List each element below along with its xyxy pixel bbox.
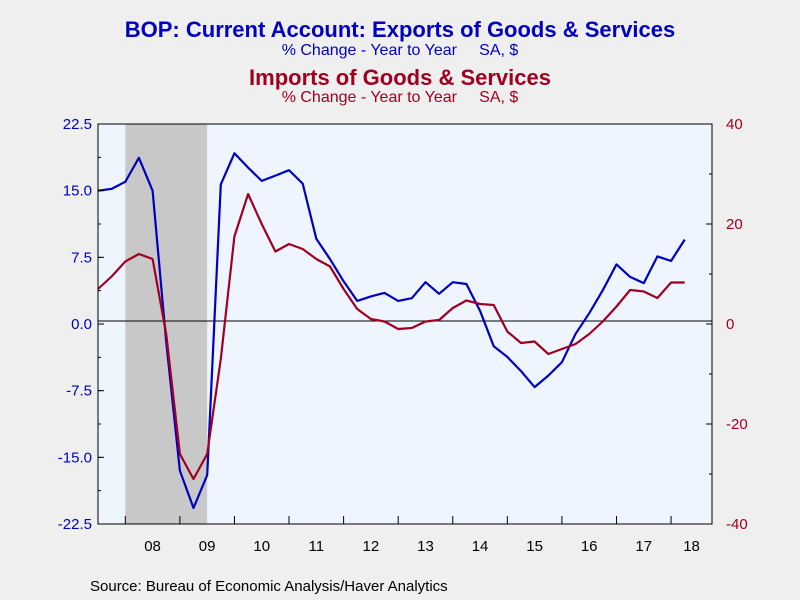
y-left-tick-label: 22.5 — [63, 116, 92, 133]
chart-title-2: Imports of Goods & Services — [249, 65, 551, 90]
y-right-tick-label: 0 — [726, 316, 734, 333]
chart-title: BOP: Current Account: Exports of Goods &… — [124, 17, 676, 42]
x-tick-label: 12 — [363, 538, 380, 555]
y-right-tick-label: -40 — [726, 516, 748, 533]
y-left-tick-label: -22.5 — [58, 516, 92, 533]
x-tick-label: 10 — [253, 538, 270, 555]
x-tick-label: 13 — [417, 538, 434, 555]
x-tick-label: 09 — [199, 538, 216, 555]
y-left-tick-label: -7.5 — [66, 383, 92, 400]
source-note: Source: Bureau of Economic Analysis/Have… — [90, 578, 448, 595]
exports-series-line — [97, 152, 686, 510]
chart-subtitle: % Change - Year to Year SA, $ — [281, 42, 519, 59]
x-tick-label: 18 — [683, 538, 700, 555]
chart-subtitle-2: % Change - Year to Year SA, $ — [281, 89, 519, 106]
x-tick-label: 16 — [581, 538, 598, 555]
y-right-tick-label: 20 — [726, 216, 743, 233]
y-left-tick-label: 0.0 — [71, 316, 92, 333]
recession-shade — [125, 124, 208, 524]
y-right-tick-label: 40 — [726, 116, 743, 133]
x-tick-label: 08 — [144, 538, 161, 555]
x-tick-label: 14 — [472, 538, 489, 555]
y-left-tick-label: 15.0 — [63, 183, 92, 200]
y-right-tick-label: -20 — [726, 416, 748, 433]
y-left-tick-label: 7.5 — [71, 249, 92, 266]
x-tick-label: 15 — [526, 538, 543, 555]
y-left-tick-label: -15.0 — [58, 449, 92, 466]
imports-series-line — [97, 192, 685, 481]
x-tick-label: 17 — [635, 538, 652, 555]
x-tick-label: 11 — [309, 538, 325, 555]
